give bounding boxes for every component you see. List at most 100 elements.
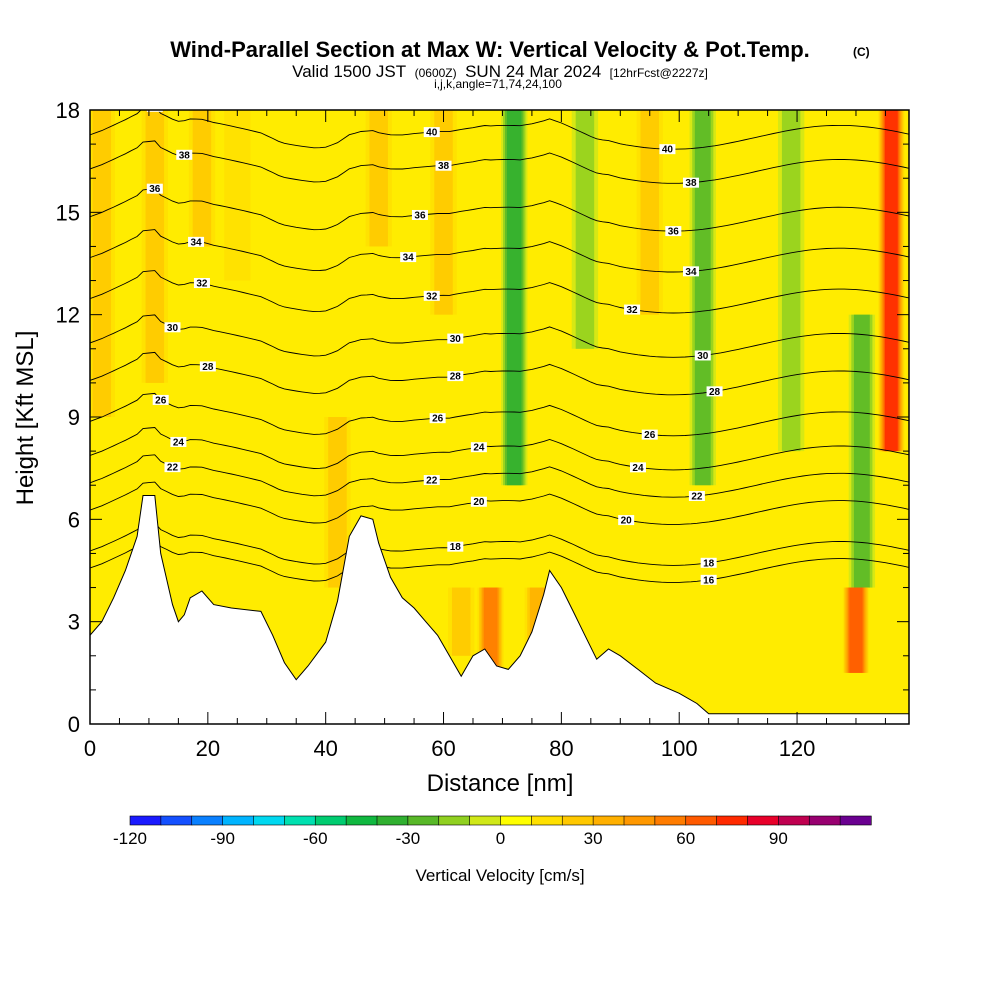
- vv-band-2: [192, 110, 212, 247]
- contour-label-36: 36: [146, 183, 163, 195]
- theta-contour-18: [90, 522, 909, 566]
- colorbar-swatch: [438, 815, 471, 826]
- contour-labels: 16 18 18 20 20 22 22 22 24 24 24 26 26 26 28 28 28 30 30 30…: [146, 110, 723, 586]
- contour-label-36: 36: [665, 226, 682, 238]
- y-tick-label: 15: [56, 200, 80, 225]
- colorbar-swatch: [314, 815, 347, 826]
- colorbar-swatch: [160, 815, 193, 826]
- contour-label-text: 20: [621, 516, 633, 527]
- terrain: [90, 495, 909, 724]
- theta-contour-38: [90, 140, 909, 184]
- contour-label-24: 24: [629, 462, 646, 474]
- contour-label-40: 40: [659, 144, 676, 156]
- contour-label-40: 40: [146, 110, 163, 113]
- contour-label-26: 26: [641, 429, 658, 441]
- contour-label-bg: [423, 475, 440, 486]
- contour-label-text: 32: [627, 305, 639, 316]
- colorbar-tick-labels: -120 -90 -60 -30 0 30 60 90: [113, 829, 788, 848]
- colorbar-tick-label: -120: [113, 829, 147, 848]
- x-tick-label: 80: [549, 736, 573, 761]
- colorbar-swatch: [376, 815, 409, 826]
- theta-contour-40: [90, 110, 909, 150]
- colorbar-swatch: [685, 815, 718, 826]
- vv-band-17: [640, 110, 659, 315]
- colorbar-swatch: [531, 815, 563, 826]
- contour-label-bg: [423, 290, 440, 301]
- contour-label-bg: [146, 183, 163, 194]
- contour-label-bg: [199, 361, 216, 372]
- contour-label-text: 28: [709, 387, 721, 398]
- contour-label-bg: [682, 177, 699, 188]
- colorbar-swatch: [469, 815, 502, 826]
- contour-label-text: 22: [691, 491, 703, 502]
- contour-label-24: 24: [470, 442, 487, 454]
- contour-label-text: 22: [167, 463, 179, 474]
- contour-label-text: 30: [450, 334, 462, 345]
- theta-contour-16: [90, 539, 909, 583]
- x-tick-label: 20: [196, 736, 220, 761]
- contour-label-bg: [470, 496, 487, 507]
- contour-label-text: 38: [685, 178, 697, 189]
- theta-contour-20: [90, 481, 909, 525]
- colorbar-tick-label: 0: [496, 829, 505, 848]
- vv-band-10: [884, 110, 898, 452]
- theta-contour-36: [90, 188, 909, 232]
- colorbar-swatch: [222, 815, 255, 826]
- contour-label-text: 28: [202, 362, 214, 373]
- vv-band-9: [853, 314, 870, 588]
- contour-label-text: 26: [432, 414, 444, 425]
- contour-label-text: 32: [196, 279, 208, 290]
- contour-label-bg: [688, 490, 705, 501]
- contour-label-bg: [423, 127, 440, 138]
- colorbar-swatch: [747, 815, 779, 826]
- colorbar-swatch: [839, 815, 872, 826]
- contour-label-bg: [188, 236, 205, 247]
- contour-label-text: 28: [450, 372, 462, 383]
- theta-contour-32: [90, 270, 909, 314]
- contour-label-bg: [659, 144, 676, 155]
- contour-label-text: 20: [473, 497, 485, 508]
- theta-contour-22: [90, 454, 909, 498]
- contour-label-26: 26: [152, 394, 169, 406]
- colorbar-tick-label: 90: [769, 829, 788, 848]
- contour-label-bg: [700, 557, 717, 568]
- contour-label-34: 34: [188, 236, 205, 248]
- contour-label-32: 32: [423, 290, 440, 302]
- contour-label-bg: [193, 278, 210, 289]
- contour-label-text: 26: [644, 430, 656, 441]
- contour-label-text: 16: [703, 575, 715, 586]
- vv-band-14: [451, 587, 471, 656]
- contour-label-32: 32: [193, 278, 210, 290]
- colorbar-tick-label: -60: [303, 829, 328, 848]
- colorbar-tick-label: -30: [396, 829, 421, 848]
- contour-label-bg: [164, 322, 181, 333]
- contour-label-38: 38: [176, 149, 193, 161]
- theta-contour-26: [90, 392, 909, 437]
- contour-label-22: 22: [688, 490, 705, 502]
- contour-label-bg: [700, 574, 717, 585]
- contour-label-34: 34: [682, 266, 699, 278]
- vv-band-8: [781, 110, 801, 452]
- theta-contour-28: [90, 351, 909, 396]
- colorbar-swatch: [654, 815, 687, 826]
- contour-label-text: 22: [426, 476, 438, 487]
- contour-label-text: 40: [662, 145, 674, 156]
- contour-label-bg: [665, 226, 682, 237]
- contour-label-bg: [435, 160, 452, 171]
- contour-label-text: 36: [414, 210, 426, 221]
- contour-label-bg: [694, 350, 711, 361]
- contour-label-text: 32: [426, 291, 438, 302]
- contour-label-20: 20: [470, 496, 487, 508]
- contour-label-text: 36: [149, 184, 161, 195]
- contour-label-30: 30: [164, 322, 181, 334]
- contour-label-38: 38: [682, 177, 699, 189]
- contour-label-bg: [447, 371, 464, 382]
- x-tick-label: 60: [431, 736, 455, 761]
- chart-subtitle: Valid 1500 JST (0600Z) SUN 24 Mar 2024 […: [292, 62, 708, 81]
- contour-label-text: 34: [403, 253, 415, 264]
- contour-label-26: 26: [429, 413, 446, 425]
- colorbar-tick-label: -90: [210, 829, 235, 848]
- contour-label-text: 24: [173, 437, 185, 448]
- contour-label-text: 26: [155, 395, 167, 406]
